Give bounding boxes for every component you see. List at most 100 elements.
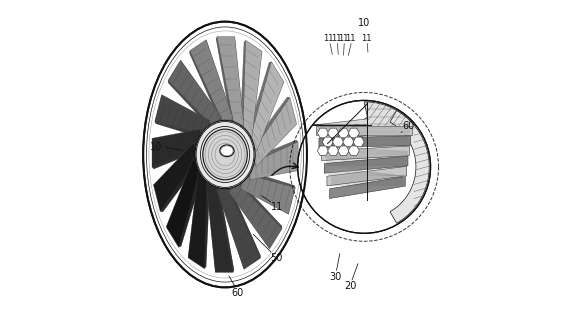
Text: 11: 11	[346, 34, 356, 43]
Polygon shape	[247, 62, 283, 152]
Polygon shape	[240, 42, 261, 141]
Text: 11: 11	[331, 34, 342, 43]
Polygon shape	[217, 184, 261, 269]
Polygon shape	[317, 128, 328, 138]
Polygon shape	[328, 128, 339, 138]
Polygon shape	[153, 132, 203, 168]
Text: 11: 11	[338, 34, 349, 43]
Polygon shape	[252, 97, 297, 167]
Polygon shape	[249, 141, 298, 179]
Text: 60: 60	[402, 121, 415, 131]
Polygon shape	[217, 37, 244, 127]
Polygon shape	[168, 62, 222, 133]
Text: 11: 11	[361, 34, 371, 43]
Polygon shape	[167, 157, 203, 247]
Polygon shape	[247, 141, 297, 177]
Polygon shape	[353, 137, 364, 147]
Polygon shape	[206, 183, 233, 273]
Circle shape	[298, 100, 431, 233]
Text: 11: 11	[271, 202, 283, 212]
Polygon shape	[153, 131, 202, 168]
Polygon shape	[229, 178, 282, 248]
Polygon shape	[155, 95, 210, 137]
Polygon shape	[166, 158, 201, 248]
Polygon shape	[229, 180, 282, 248]
Polygon shape	[332, 137, 343, 147]
Polygon shape	[189, 169, 209, 267]
Polygon shape	[238, 170, 294, 213]
Polygon shape	[154, 143, 199, 212]
Text: 30: 30	[329, 272, 342, 282]
Polygon shape	[314, 119, 367, 125]
Polygon shape	[189, 41, 233, 129]
Polygon shape	[248, 97, 295, 166]
Ellipse shape	[220, 145, 234, 157]
Polygon shape	[168, 62, 222, 132]
Text: 10: 10	[150, 142, 162, 152]
Polygon shape	[155, 96, 211, 138]
Polygon shape	[246, 140, 296, 176]
Polygon shape	[168, 60, 222, 128]
Polygon shape	[243, 40, 262, 137]
Polygon shape	[216, 38, 243, 128]
Polygon shape	[251, 97, 296, 166]
Polygon shape	[190, 40, 233, 125]
Polygon shape	[248, 62, 283, 151]
Polygon shape	[338, 146, 349, 156]
Polygon shape	[206, 182, 233, 272]
Polygon shape	[228, 176, 282, 247]
Polygon shape	[168, 156, 205, 247]
Polygon shape	[207, 181, 234, 271]
Polygon shape	[217, 181, 261, 268]
Polygon shape	[328, 102, 414, 144]
Polygon shape	[216, 38, 243, 129]
Text: 10: 10	[358, 18, 370, 28]
Polygon shape	[322, 146, 409, 161]
Polygon shape	[153, 130, 201, 168]
Polygon shape	[217, 183, 261, 269]
Polygon shape	[154, 95, 210, 135]
Polygon shape	[156, 143, 203, 212]
Polygon shape	[247, 62, 282, 152]
Polygon shape	[390, 111, 429, 223]
Polygon shape	[168, 157, 204, 247]
Polygon shape	[322, 137, 333, 147]
Polygon shape	[189, 40, 233, 126]
Polygon shape	[168, 61, 222, 131]
Polygon shape	[247, 97, 294, 166]
Ellipse shape	[195, 120, 255, 189]
Ellipse shape	[203, 129, 247, 180]
Polygon shape	[250, 97, 296, 166]
Polygon shape	[154, 133, 204, 169]
Polygon shape	[188, 171, 208, 268]
Polygon shape	[167, 158, 202, 247]
Polygon shape	[155, 143, 202, 212]
Polygon shape	[216, 39, 243, 130]
Polygon shape	[208, 180, 234, 271]
Polygon shape	[189, 168, 210, 267]
Ellipse shape	[143, 22, 307, 287]
Polygon shape	[208, 179, 234, 270]
Polygon shape	[248, 141, 297, 178]
Polygon shape	[189, 42, 233, 130]
Polygon shape	[217, 180, 261, 268]
Polygon shape	[189, 170, 209, 268]
Polygon shape	[242, 41, 262, 138]
Polygon shape	[156, 97, 212, 140]
Polygon shape	[168, 61, 222, 129]
Text: 50: 50	[270, 253, 282, 263]
Polygon shape	[188, 172, 207, 269]
Text: 11: 11	[324, 34, 334, 43]
Polygon shape	[152, 129, 201, 167]
Polygon shape	[217, 36, 244, 126]
Polygon shape	[241, 42, 261, 140]
Polygon shape	[324, 156, 408, 173]
Polygon shape	[348, 128, 359, 138]
Text: 20: 20	[345, 281, 357, 291]
Polygon shape	[189, 41, 233, 128]
Polygon shape	[240, 172, 295, 214]
Polygon shape	[348, 146, 359, 156]
Polygon shape	[156, 96, 212, 139]
Polygon shape	[241, 41, 261, 139]
Polygon shape	[239, 171, 295, 213]
